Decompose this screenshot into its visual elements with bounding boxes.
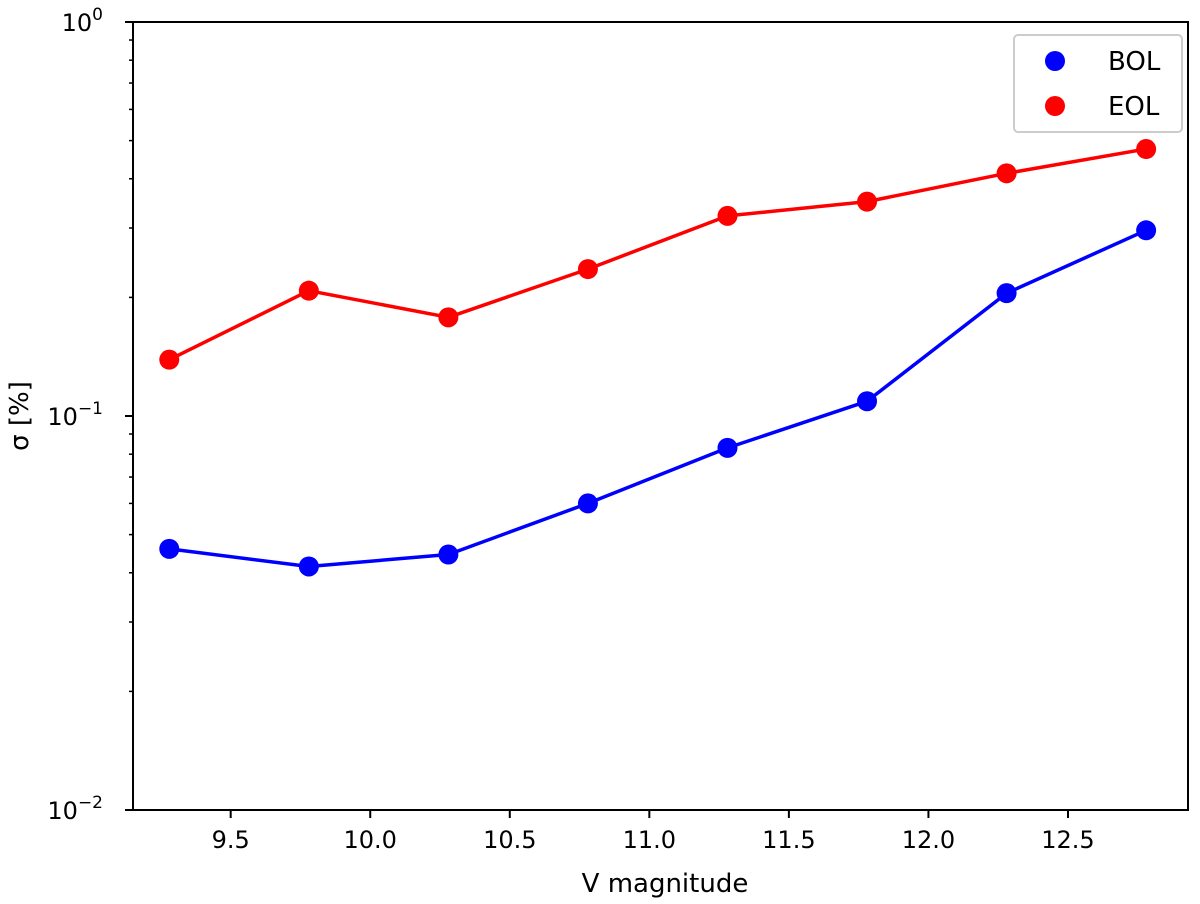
x-tick-label: 9.5 (212, 826, 250, 854)
bol-point (996, 283, 1017, 304)
bol-point (857, 391, 878, 412)
x-tick-label: 12.5 (1041, 826, 1094, 854)
plot-area (159, 139, 1157, 577)
bol-point (298, 556, 319, 577)
x-tick-label: 12.0 (902, 826, 955, 854)
x-axis-label: V magnitude (582, 869, 749, 899)
bol-point (159, 538, 180, 559)
legend-marker-eol (1045, 96, 1065, 116)
x-tick-label: 11.5 (762, 826, 815, 854)
eol-point (717, 205, 738, 226)
legend-marker-bol (1045, 51, 1065, 71)
eol-point (996, 163, 1017, 184)
bol-series-line (169, 228, 1147, 569)
bol-point (1136, 220, 1157, 241)
legend: BOL EOL (1013, 34, 1183, 133)
eol-point (159, 349, 180, 370)
eol-series-line (168, 147, 1147, 362)
eol-point (438, 307, 459, 328)
x-tick-label: 10.5 (483, 826, 536, 854)
eol-point (857, 191, 878, 212)
eol-point (298, 280, 319, 301)
y-tick-label: 10−1 (47, 399, 103, 431)
bol-point (717, 437, 738, 458)
eol-point (577, 259, 598, 280)
y-tick-label: 100 (62, 5, 103, 37)
eol-point (1136, 139, 1157, 160)
y-axis-label: σ [%] (5, 381, 35, 451)
x-tick-label: 10.0 (344, 826, 397, 854)
x-tick-label: 11.0 (623, 826, 676, 854)
x-axis: 9.5 10.0 10.5 11.0 11.5 12.0 12.5 (212, 810, 1095, 854)
y-tick-label: 10−2 (47, 793, 103, 825)
legend-label-bol: BOL (1108, 47, 1161, 77)
bol-point (438, 544, 459, 565)
plot-frame (132, 21, 1189, 811)
y-axis: 10−2 10−1 100 (47, 5, 133, 825)
legend-label-eol: EOL (1108, 92, 1160, 122)
bol-point (577, 493, 598, 514)
